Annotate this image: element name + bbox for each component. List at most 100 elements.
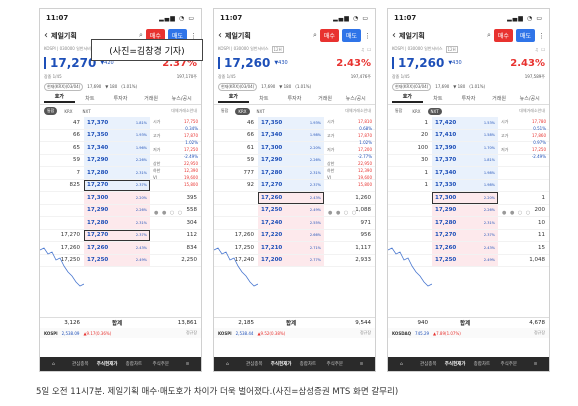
- order-book-row[interactable]: 17,290 2.26% 200: [388, 204, 549, 217]
- sell-button[interactable]: 매수: [319, 29, 339, 42]
- nav-item-0[interactable]: 관심종목: [71, 362, 89, 367]
- bell-icon[interactable]: ♫: [534, 46, 539, 52]
- tab-0[interactable]: 호가: [392, 93, 423, 103]
- nav-item-0[interactable]: 관심종목: [245, 362, 263, 367]
- order-book-row[interactable]: 17,300 2.20% 395: [40, 192, 201, 205]
- order-book-row[interactable]: 17,250 17,250 2.49% 2,250: [40, 254, 201, 267]
- alt-exchange-link[interactable]: 대체거래소안내: [171, 108, 197, 113]
- order-book-row[interactable]: 59 17,290 2.26%: [40, 154, 201, 167]
- order-book-row[interactable]: 59 17,290 2.26%: [214, 154, 375, 167]
- segment-nxt[interactable]: NXT: [427, 107, 442, 115]
- tab-2[interactable]: 투자자: [287, 95, 302, 102]
- nav-item-2[interactable]: 종합차트: [299, 362, 317, 367]
- order-book-row[interactable]: 7 17,280 2.31%: [40, 167, 201, 180]
- more-menu-icon[interactable]: ⋮: [190, 31, 197, 40]
- nav-item-0[interactable]: 관심종목: [419, 362, 437, 367]
- order-book-row[interactable]: 1 17,340 1.98%: [388, 167, 549, 180]
- order-book-row[interactable]: 1 17,330 1.98%: [388, 179, 549, 192]
- search-icon[interactable]: ⌕: [312, 31, 317, 39]
- order-book-row[interactable]: 92 17,270 2.37%: [214, 179, 375, 192]
- sell-button[interactable]: 매수: [493, 29, 513, 42]
- prev-close-pill[interactable]: 현재(KRX)(03/04): [44, 82, 84, 91]
- tab-0[interactable]: 호가: [218, 93, 249, 103]
- prev-close-pill[interactable]: 현재(KRX)(03/04): [218, 82, 258, 91]
- order-book-row[interactable]: 46 17,350 1.93%: [214, 117, 375, 130]
- order-book-row[interactable]: 17,270 17,270 2.37% 112: [40, 229, 201, 242]
- segment-krx[interactable]: KRX: [235, 107, 250, 115]
- segment-통합[interactable]: 통합: [44, 107, 58, 115]
- tab-0[interactable]: 호가: [44, 93, 75, 103]
- tab-2[interactable]: 투자자: [113, 95, 128, 102]
- nav-item-1[interactable]: 주식현재가: [270, 362, 292, 367]
- tab-4[interactable]: 뉴스/공시: [345, 95, 366, 102]
- home-icon[interactable]: ⌂: [225, 361, 229, 367]
- sell-button[interactable]: 매수: [145, 29, 165, 42]
- back-arrow-icon[interactable]: ‹: [392, 29, 396, 41]
- order-book-row[interactable]: 17,240 2.55% 971: [214, 217, 375, 230]
- nav-item-1[interactable]: 주식현재가: [96, 362, 118, 367]
- nav-item-2[interactable]: 종합차트: [473, 362, 491, 367]
- order-book-row[interactable]: 17,290 2.26% 558: [40, 204, 201, 217]
- alt-exchange-link[interactable]: 대체거래소안내: [345, 108, 371, 113]
- order-book-row[interactable]: 17,260 2.43% 15: [388, 242, 549, 255]
- search-icon[interactable]: ⌕: [138, 31, 143, 39]
- segment-통합[interactable]: 통합: [221, 108, 229, 113]
- tab-1[interactable]: 차트: [85, 95, 95, 102]
- segment-krx[interactable]: KRX: [64, 108, 73, 114]
- tab-2[interactable]: 투자자: [461, 95, 476, 102]
- order-book-row[interactable]: 20 17,410 1.58%: [388, 129, 549, 142]
- segment-krx[interactable]: KRX: [412, 108, 421, 114]
- order-book-row[interactable]: 17,250 2.49% 1,048: [388, 254, 549, 267]
- segment-nxt[interactable]: NXT: [256, 108, 265, 114]
- nav-item-3[interactable]: 주식주문: [326, 362, 343, 367]
- more-menu-icon[interactable]: ⋮: [538, 31, 545, 40]
- home-icon[interactable]: ⌂: [51, 361, 55, 367]
- order-book-row[interactable]: 100 17,390 1.70%: [388, 142, 549, 155]
- tab-3[interactable]: 거래원: [144, 95, 158, 102]
- tab-3[interactable]: 거래원: [492, 95, 506, 102]
- tab-3[interactable]: 거래원: [318, 95, 332, 102]
- order-book-row[interactable]: 17,260 17,220 2.66% 956: [214, 229, 375, 242]
- buy-button[interactable]: 매도: [167, 29, 187, 42]
- order-book-row[interactable]: 17,300 2.20% 1: [388, 192, 549, 205]
- order-book-row[interactable]: 17,250 2.49% 1,088: [214, 204, 375, 217]
- order-book-row[interactable]: 1 17,420 1.53%: [388, 117, 549, 130]
- nav-item-1[interactable]: 주식현재가: [444, 362, 466, 367]
- order-book-row[interactable]: 777 17,280 2.31%: [214, 167, 375, 180]
- tab-1[interactable]: 차트: [433, 95, 443, 102]
- nav-item-2[interactable]: 종합차트: [125, 362, 143, 367]
- favorite-icon[interactable]: ☐: [367, 46, 371, 52]
- order-book-row[interactable]: 47 17,370 1.81%: [40, 117, 201, 130]
- home-icon[interactable]: ⌂: [399, 361, 403, 367]
- segment-통합[interactable]: 통합: [395, 108, 403, 113]
- order-book-row[interactable]: 17,280 2.31% 304: [40, 217, 201, 230]
- more-menu-icon[interactable]: ⋮: [364, 31, 371, 40]
- order-book-row[interactable]: 17,280 2.31% 10: [388, 217, 549, 230]
- tab-4[interactable]: 뉴스/공시: [519, 95, 540, 102]
- back-arrow-icon[interactable]: ‹: [218, 29, 222, 41]
- search-icon[interactable]: ⌕: [486, 31, 491, 39]
- order-book-row[interactable]: 17,260 17,260 2.43% 834: [40, 242, 201, 255]
- favorite-icon[interactable]: ☐: [541, 46, 545, 52]
- order-book-row[interactable]: 17,270 2.37% 11: [388, 229, 549, 242]
- order-book-row[interactable]: 66 17,340 1.98%: [214, 129, 375, 142]
- buy-button[interactable]: 매도: [341, 29, 361, 42]
- back-arrow-icon[interactable]: ‹: [44, 29, 48, 41]
- nav-item-3[interactable]: 주식주문: [152, 362, 169, 367]
- order-book-row[interactable]: 17,240 17,200 2.77% 2,933: [214, 254, 375, 267]
- nav-item-4[interactable]: ≡: [185, 361, 190, 367]
- buy-button[interactable]: 매도: [515, 29, 535, 42]
- order-book-row[interactable]: 65 17,340 1.96%: [40, 142, 201, 155]
- order-book-row[interactable]: 30 17,370 1.81%: [388, 154, 549, 167]
- nav-item-4[interactable]: ≡: [533, 361, 538, 367]
- nav-item-3[interactable]: 주식주문: [500, 362, 517, 367]
- alt-exchange-link[interactable]: 대체거래소안내: [519, 108, 545, 113]
- order-book-row[interactable]: 17,250 17,210 2.71% 1,117: [214, 242, 375, 255]
- nav-item-4[interactable]: ≡: [359, 361, 364, 367]
- tab-1[interactable]: 차트: [259, 95, 269, 102]
- order-book-row[interactable]: 825 17,270 2.37%: [40, 179, 201, 192]
- segment-nxt[interactable]: NXT: [82, 108, 91, 114]
- order-book-row[interactable]: 17,260 2.43% 1,260: [214, 192, 375, 205]
- prev-close-pill[interactable]: 현재(KRX)(03/04): [392, 82, 432, 91]
- order-book-row[interactable]: 66 17,350 1.93%: [40, 129, 201, 142]
